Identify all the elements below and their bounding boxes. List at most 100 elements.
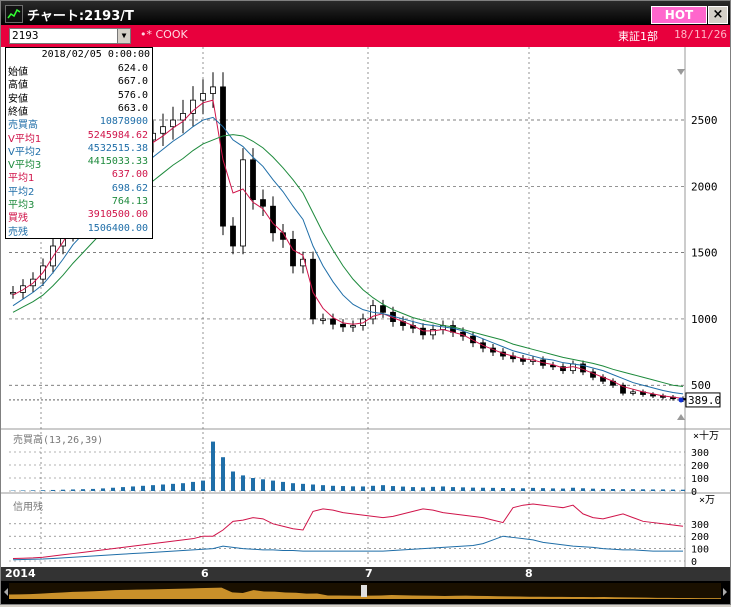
candle-body: [241, 160, 246, 246]
info-row-value: 1506400.00: [88, 223, 148, 234]
volume-bar: [401, 487, 405, 491]
info-row: 売残 1506400.00: [6, 223, 150, 236]
volume-bar: [351, 486, 355, 491]
volume-bar: [511, 488, 515, 491]
title-bar[interactable]: チャート:2193/T HOT ×: [1, 1, 730, 25]
volume-bar: [531, 488, 535, 491]
volume-bar: [391, 486, 395, 491]
price-tick-label: 1500: [691, 247, 718, 260]
volume-tick-label: 100: [691, 474, 709, 485]
candle-body: [231, 226, 236, 246]
volume-bar: [41, 490, 45, 491]
hot-button[interactable]: HOT: [651, 6, 707, 24]
cook-label[interactable]: •* COOK: [140, 28, 188, 41]
margin-unit-label: ×万: [699, 495, 715, 506]
volume-bar: [481, 488, 485, 491]
volume-bar: [441, 486, 445, 491]
volume-bar: [181, 483, 185, 491]
candle-body: [221, 87, 226, 226]
volume-bar: [381, 485, 385, 491]
volume-bar: [631, 489, 635, 491]
time-label-month-8: 8: [525, 567, 533, 580]
info-row-label: 売残: [8, 223, 28, 238]
scroll-left-icon[interactable]: [4, 588, 8, 596]
candle-body: [311, 259, 316, 319]
price-tick-label: 500: [691, 379, 711, 392]
volume-bar: [491, 488, 495, 491]
volume-bar: [301, 484, 305, 491]
margin-tick-label: 100: [691, 545, 709, 556]
margin-tick-label: 200: [691, 532, 709, 543]
price-tick-label: 2000: [691, 180, 718, 193]
volume-bar: [111, 488, 115, 491]
volume-bar: [51, 490, 55, 491]
info-row-value: 667.0: [118, 76, 148, 87]
volume-panel-label: 売買高(13,26,39): [13, 433, 103, 446]
time-label-month-6: 6: [201, 567, 209, 580]
time-label-month-7: 7: [365, 567, 373, 580]
close-button[interactable]: ×: [708, 6, 728, 24]
volume-bar: [271, 481, 275, 491]
candle-body: [651, 395, 656, 397]
buy-margin-line: [13, 504, 683, 559]
date-label: 18/11/26: [674, 28, 727, 41]
price-tick-label: 1000: [691, 313, 718, 326]
volume-bar: [651, 489, 655, 491]
volume-bar: [191, 482, 195, 491]
candle-body: [211, 87, 216, 94]
candle-body: [421, 328, 426, 335]
volume-bar: [461, 487, 465, 491]
volume-bar: [201, 481, 205, 491]
volume-bar: [471, 488, 475, 491]
info-row-value: 576.0: [118, 90, 148, 101]
info-row-value: 3910500.00: [88, 209, 148, 220]
candle-body: [261, 200, 266, 207]
scroll-thumb[interactable]: [361, 585, 367, 597]
volume-bar: [331, 486, 335, 491]
volume-bar: [451, 487, 455, 491]
volume-bar: [551, 488, 555, 491]
candle-body: [201, 94, 206, 101]
volume-bar: [581, 488, 585, 491]
volume-bar: [131, 486, 135, 491]
info-row-value: 624.0: [118, 63, 148, 74]
margin-tick-label: 0: [691, 557, 697, 567]
stock-code-input[interactable]: 2193: [9, 28, 123, 44]
toolbar: 2193 ▼ •* COOK 東証1部 18/11/26: [1, 25, 730, 47]
volume-bar: [421, 487, 425, 491]
volume-bar: [161, 485, 165, 492]
volume-bar: [71, 489, 75, 491]
volume-tick-label: 300: [691, 448, 709, 459]
volume-bar: [21, 490, 25, 491]
chart-scrollbar[interactable]: [1, 581, 730, 603]
candle-body: [341, 324, 346, 327]
scroll-right-icon[interactable]: [723, 588, 727, 596]
info-row-value: 663.0: [118, 103, 148, 114]
volume-bar: [561, 489, 565, 491]
volume-bar: [361, 486, 365, 491]
volume-bar: [671, 490, 675, 491]
volume-bar: [621, 489, 625, 491]
volume-bar: [141, 486, 145, 491]
chevron-down-icon[interactable]: ▼: [117, 28, 131, 44]
volume-bar: [261, 479, 265, 491]
volume-bar: [81, 489, 85, 491]
volume-bar: [521, 488, 525, 491]
current-price-label: 389.0: [688, 394, 721, 407]
volume-bar: [91, 489, 95, 491]
sell-margin-line: [13, 536, 683, 560]
candle-body: [631, 392, 636, 394]
